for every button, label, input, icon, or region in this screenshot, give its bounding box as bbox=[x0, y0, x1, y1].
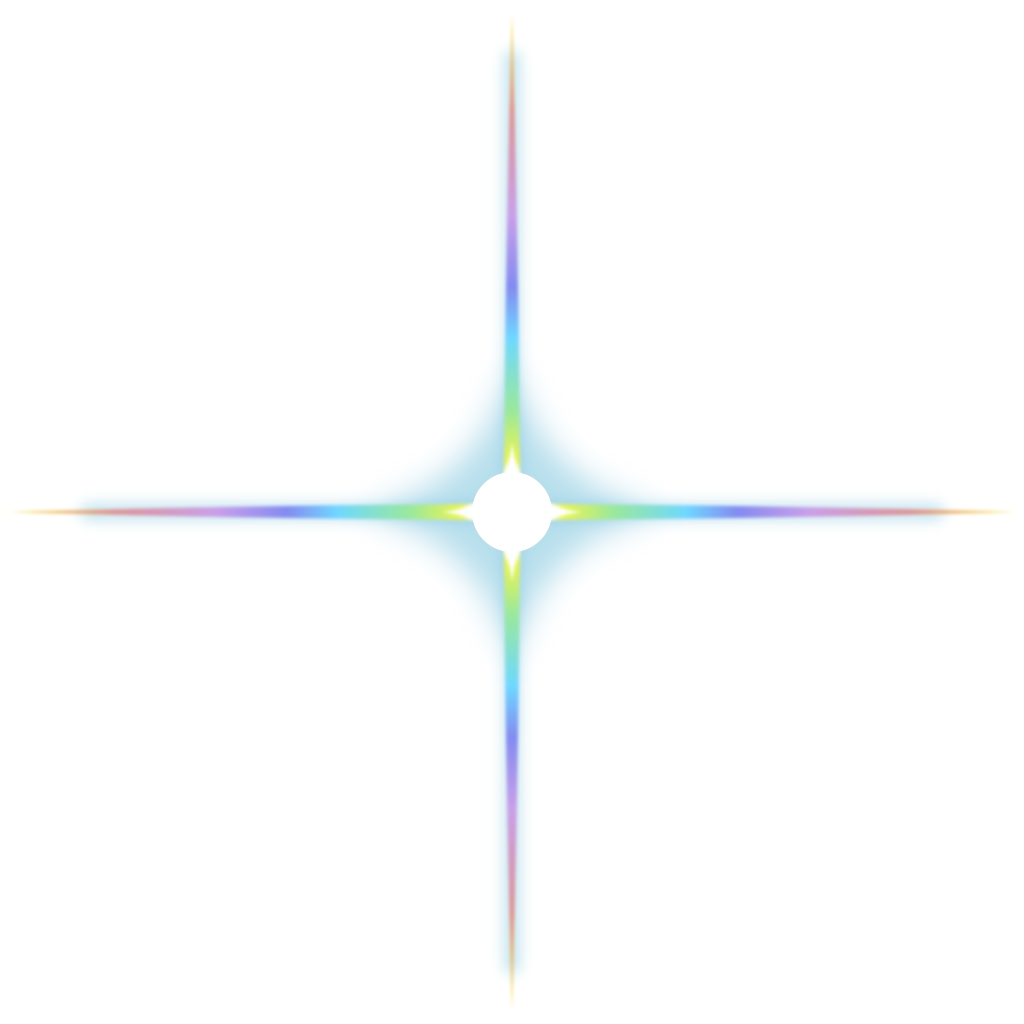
sparkle-core bbox=[442, 442, 582, 582]
